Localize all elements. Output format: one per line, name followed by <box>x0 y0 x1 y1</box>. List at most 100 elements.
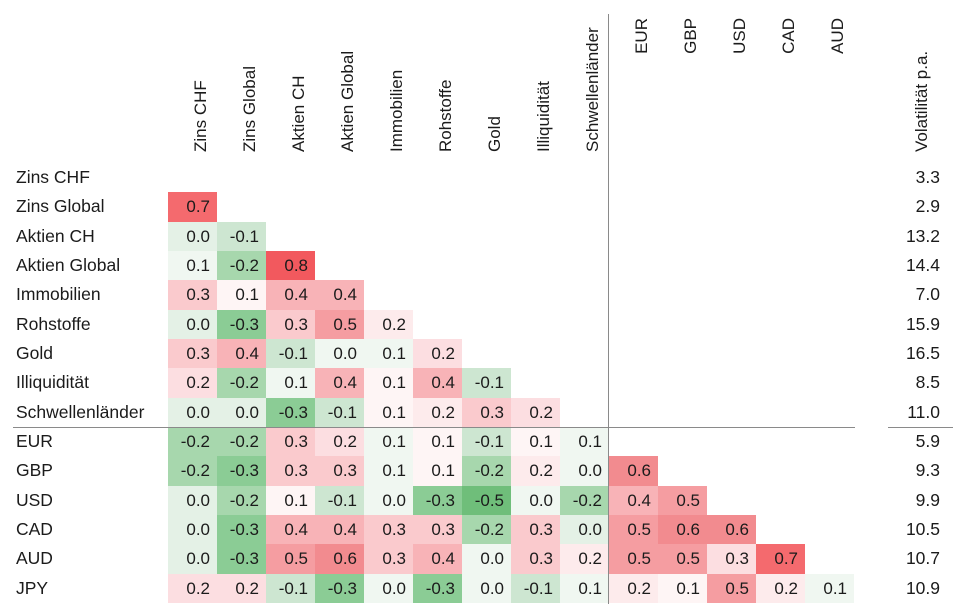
matrix-cell: 0.1 <box>364 427 413 457</box>
matrix-cell: 0.5 <box>315 309 364 339</box>
matrix-cell: 0.0 <box>168 544 217 574</box>
matrix-cell: -0.2 <box>217 427 266 457</box>
volatility-value: 2.9 <box>915 196 940 217</box>
matrix-cell: 0.4 <box>217 339 266 369</box>
matrix-cell: -0.1 <box>315 397 364 427</box>
matrix-cell: 0.1 <box>658 573 707 603</box>
volatility-value: 9.9 <box>915 489 940 510</box>
matrix-cell: -0.1 <box>266 573 315 603</box>
matrix-cell: 0.3 <box>511 544 560 574</box>
matrix-cell: -0.1 <box>315 485 364 515</box>
volatility-value: 14.4 <box>905 255 940 275</box>
matrix-cell: -0.3 <box>217 515 266 545</box>
matrix-cell: -0.2 <box>462 515 511 545</box>
matrix-cell: 0.3 <box>266 427 315 457</box>
matrix-cell: 0.3 <box>266 309 315 339</box>
matrix-cell: 0.2 <box>413 339 462 369</box>
matrix-cell: -0.3 <box>266 397 315 427</box>
volatility-divider-line <box>888 427 953 428</box>
matrix-cell: 0.6 <box>707 515 756 545</box>
volatility-value: 9.3 <box>915 460 940 481</box>
matrix-cell: 0.0 <box>560 456 609 486</box>
matrix-cell: 0.2 <box>756 573 805 603</box>
matrix-cell: 0.5 <box>658 485 707 515</box>
matrix-cell: 0.1 <box>364 339 413 369</box>
matrix-cell: 0.4 <box>609 485 658 515</box>
matrix-cell: 0.1 <box>266 368 315 398</box>
column-header: Zins CHF <box>191 80 210 152</box>
matrix-cell: 0.3 <box>364 515 413 545</box>
matrix-cell: -0.1 <box>266 339 315 369</box>
column-header: Schwellenländer <box>583 27 602 152</box>
matrix-cell: 0.5 <box>609 515 658 545</box>
matrix-cell: -0.1 <box>462 427 511 457</box>
matrix-cell: 0.0 <box>511 485 560 515</box>
row-label: EUR <box>16 431 53 451</box>
matrix-cell: -0.3 <box>217 309 266 339</box>
volatility-value: 7.0 <box>915 284 940 305</box>
column-header: Zins Global <box>240 66 259 152</box>
matrix-cell: 0.4 <box>315 368 364 398</box>
volatility-value: 11.0 <box>907 401 940 422</box>
matrix-cell: -0.3 <box>217 456 266 486</box>
volatility-value: 8.5 <box>915 372 940 393</box>
matrix-cell: 0.3 <box>315 456 364 486</box>
matrix-cell: -0.2 <box>217 251 266 281</box>
row-label: Illiquidität <box>16 372 89 393</box>
matrix-cell: 0.3 <box>413 515 462 545</box>
matrix-cell: 0.5 <box>658 544 707 574</box>
matrix-cell: -0.1 <box>511 573 560 603</box>
matrix-cell: -0.3 <box>217 544 266 574</box>
matrix-cell: 0.0 <box>462 573 511 603</box>
matrix-cell: 0.2 <box>511 456 560 486</box>
matrix-cell: -0.5 <box>462 485 511 515</box>
matrix-cell: -0.2 <box>560 485 609 515</box>
row-label: Aktien CH <box>16 225 95 246</box>
matrix-cell: 0.2 <box>364 309 413 339</box>
matrix-cell: -0.3 <box>413 573 462 603</box>
matrix-cell: -0.3 <box>413 485 462 515</box>
column-header: AUD <box>828 18 847 54</box>
row-label: CAD <box>16 519 53 539</box>
matrix-cell: 0.3 <box>168 280 217 310</box>
matrix-cell: 0.0 <box>217 397 266 427</box>
matrix-cell: 0.5 <box>609 544 658 574</box>
row-label: JPY <box>16 577 49 598</box>
currency-group-divider-horizontal <box>13 427 855 428</box>
matrix-cell: -0.2 <box>217 485 266 515</box>
matrix-cell: 0.3 <box>462 397 511 427</box>
matrix-cell: 0.0 <box>560 515 609 545</box>
matrix-cell: 0.3 <box>266 456 315 486</box>
row-label: Rohstoffe <box>16 313 91 334</box>
matrix-cell: 0.1 <box>413 456 462 486</box>
matrix-cell: 0.7 <box>168 192 217 222</box>
matrix-cell: 0.2 <box>560 544 609 574</box>
matrix-cell: 0.4 <box>315 280 364 310</box>
column-header: USD <box>730 18 749 54</box>
volatility-value: 5.9 <box>915 431 940 451</box>
matrix-cell: -0.2 <box>462 456 511 486</box>
row-label: Immobilien <box>16 284 101 305</box>
matrix-cell: 0.3 <box>511 515 560 545</box>
matrix-cell: -0.1 <box>217 221 266 251</box>
matrix-cell: 0.1 <box>364 456 413 486</box>
matrix-cell: 0.2 <box>217 573 266 603</box>
matrix-cell: 0.1 <box>805 573 854 603</box>
volatility-value: 10.7 <box>905 548 940 569</box>
matrix-cell: 0.5 <box>707 573 756 603</box>
matrix-cell: -0.3 <box>315 573 364 603</box>
column-header: Aktien CH <box>289 75 308 152</box>
matrix-cell: -0.2 <box>168 427 217 457</box>
column-header: CAD <box>779 18 798 54</box>
matrix-cell: 0.2 <box>413 397 462 427</box>
matrix-cell: 0.0 <box>168 515 217 545</box>
matrix-cell: 0.2 <box>609 573 658 603</box>
currency-group-divider-vertical <box>608 14 609 604</box>
matrix-cell: 0.3 <box>168 339 217 369</box>
row-label: Zins Global <box>16 196 105 217</box>
volatility-column-header: Volatilität p.a. <box>912 50 931 152</box>
matrix-cell: 0.1 <box>413 427 462 457</box>
row-label: Schwellenländer <box>16 401 145 422</box>
matrix-cell: 0.3 <box>364 544 413 574</box>
